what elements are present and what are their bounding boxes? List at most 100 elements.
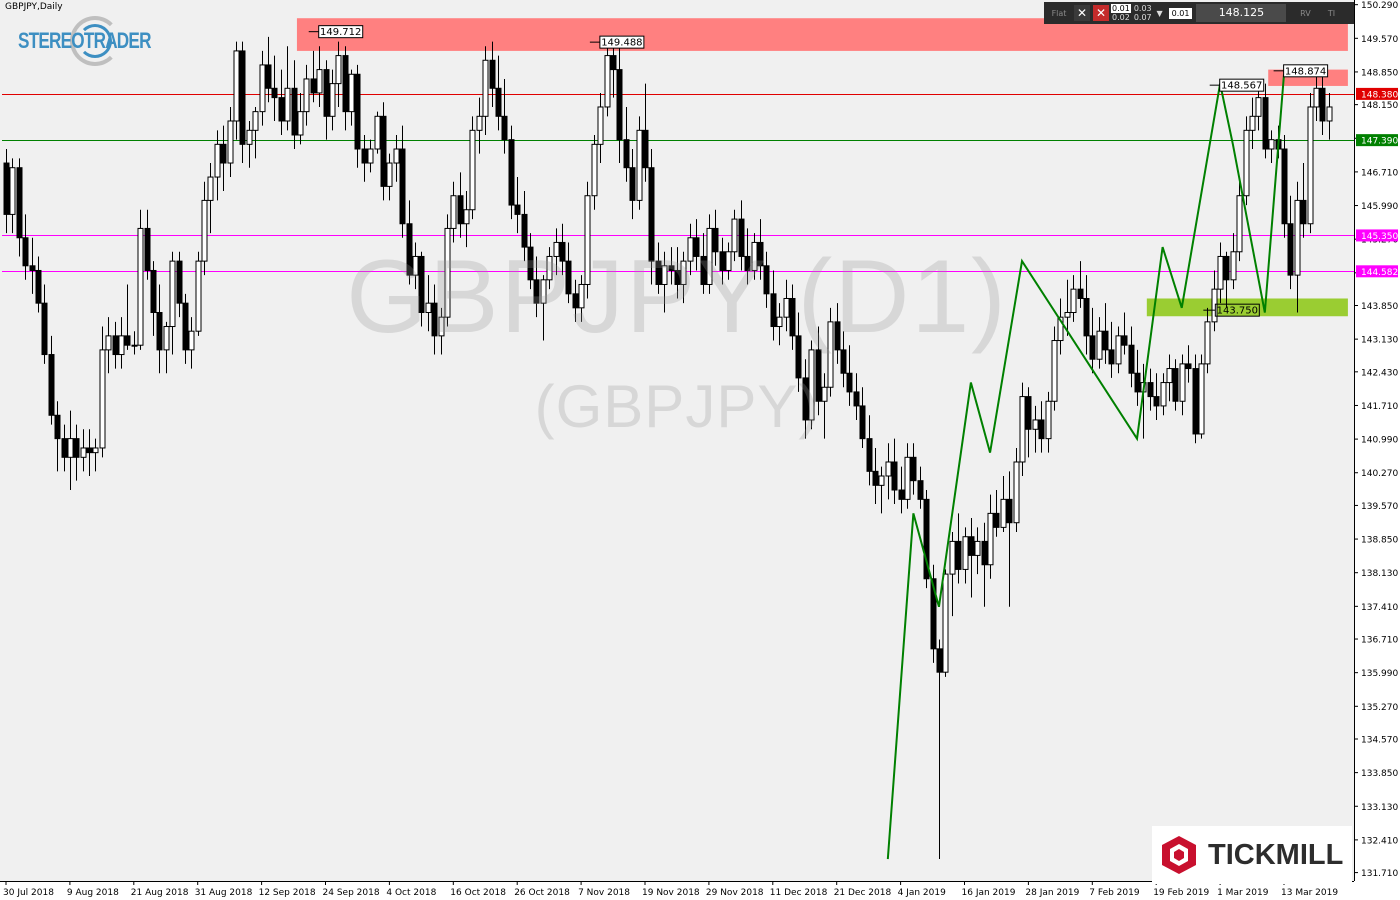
x-tick-label-19: 1 Mar 2019	[1217, 888, 1269, 898]
x-tick-label-7: 16 Oct 2018	[450, 888, 506, 898]
x-tick-label-17: 7 Feb 2019	[1089, 888, 1140, 898]
annotation-label-2: 148.567	[1221, 81, 1262, 92]
symbol-title: GBPJPY,Daily	[5, 2, 63, 12]
tickmill-hexagon-icon	[1162, 836, 1196, 874]
x-tick-label-6: 4 Oct 2018	[386, 888, 436, 898]
candle-body-90	[578, 283, 585, 309]
candle-body-30	[195, 260, 202, 332]
watermark-main: GBPJPY (D1)	[346, 239, 1008, 355]
x-tick-label-8: 26 Oct 2018	[514, 888, 570, 898]
candle-body-48	[310, 78, 317, 94]
y-tick-label-15: 139.570	[1361, 502, 1398, 512]
y-tick-label-24: 133.130	[1361, 803, 1398, 813]
candle-body-70	[450, 195, 457, 229]
candle-body-179	[1147, 382, 1154, 398]
x-tick-label-0: 30 Jul 2018	[3, 888, 54, 898]
annotation-label-1: 149.488	[601, 38, 642, 49]
spread-top: 0.03	[1133, 4, 1152, 13]
candle-body-149	[955, 540, 962, 570]
candle-body-111	[712, 227, 719, 253]
y-tick-label-5: 146.710	[1361, 168, 1398, 178]
chevron-down-icon[interactable]: ▼	[1156, 8, 1163, 18]
candle-body-40	[259, 64, 266, 113]
candle-body-93	[597, 106, 604, 145]
candle-body-75	[482, 59, 489, 117]
level-tag-label-1: 147.390	[1361, 137, 1398, 147]
x-tick-label-5: 24 Sep 2018	[323, 888, 380, 898]
candle-body-152	[974, 540, 981, 556]
current-price-display[interactable]: 148.125	[1196, 4, 1287, 22]
logo-ring-icon	[70, 16, 120, 66]
candle-body-156	[1000, 498, 1007, 528]
candle-body-59	[380, 115, 387, 187]
candle-body-207	[1326, 106, 1333, 122]
zigzag-line	[886, 74, 1285, 860]
flat-button[interactable]: Flat	[1051, 8, 1067, 18]
watermark-sub: (GBPJPY)	[534, 373, 820, 440]
tickmill-logo: TICKMILL	[1152, 826, 1352, 884]
close-all-icon[interactable]: ✕	[1074, 5, 1090, 21]
candle-body-180	[1153, 396, 1160, 407]
candle-body-32	[207, 176, 214, 201]
candle-body-89	[572, 293, 579, 309]
candle-body-126	[808, 349, 815, 421]
candle-body-80	[514, 204, 521, 215]
candle-body-5	[35, 269, 42, 304]
candle-body-36	[233, 50, 240, 122]
candle-body-166	[1064, 312, 1071, 318]
candle-body-47	[303, 78, 310, 113]
candle-body-53	[342, 55, 349, 113]
candle-body-82	[527, 246, 534, 281]
candle-body-85	[546, 255, 553, 281]
candle-body-15	[99, 349, 106, 449]
close-position-icon[interactable]: ✕	[1093, 5, 1109, 21]
candle-body-9	[61, 438, 68, 458]
level-tag-0	[1356, 87, 1398, 100]
candle-body-198	[1268, 139, 1275, 150]
candle-body-95	[610, 55, 617, 71]
candle-body-72	[463, 209, 470, 225]
candle-body-6	[41, 302, 48, 356]
candle-body-49	[316, 69, 323, 94]
rv-button[interactable]: RV	[1300, 8, 1311, 18]
candle-body-120	[770, 293, 777, 328]
candle-body-116	[744, 255, 751, 271]
x-tick-label-1: 9 Aug 2018	[67, 888, 119, 898]
candle-body-21	[137, 227, 144, 346]
y-tick-label-10: 143.130	[1361, 336, 1398, 346]
candle-body-190	[1217, 255, 1224, 290]
y-tick-label-14: 140.270	[1361, 469, 1398, 479]
y-tick-label-1: 149.570	[1361, 35, 1398, 45]
ti-button[interactable]: TI	[1327, 8, 1336, 18]
candle-body-38	[246, 129, 253, 145]
candle-body-23	[150, 269, 157, 314]
candle-body-143	[917, 480, 924, 500]
candle-body-137	[878, 475, 885, 486]
candle-body-78	[501, 115, 508, 141]
annotation-box-3	[1283, 64, 1329, 78]
y-tick-label-16: 138.850	[1361, 536, 1398, 546]
annotation-label-4: 143.750	[1217, 306, 1258, 317]
candle-body-163	[1045, 400, 1052, 440]
candle-body-28	[182, 302, 189, 351]
candle-body-119	[763, 265, 770, 295]
logo-text-stereo: STEREO	[18, 28, 85, 53]
candle-body-191	[1223, 255, 1230, 281]
candle-body-159	[1019, 396, 1026, 463]
trade-toolbar: Flat ✕ ✕ 0.01 0.02 0.03 0.07 ▼ 0.01 148.…	[1044, 2, 1354, 24]
candle-body-29	[188, 330, 195, 351]
logo-text: STEREOTRADER	[18, 28, 151, 54]
candle-body-31	[201, 199, 208, 262]
candle-body-54	[348, 73, 355, 113]
candle-body-50	[323, 69, 330, 117]
y-tick-label-20: 135.990	[1361, 669, 1398, 679]
candle-body-195	[1249, 115, 1256, 131]
candle-body-122	[783, 297, 790, 318]
lot-step-input[interactable]: 0.01	[1168, 7, 1193, 19]
candle-body-110	[706, 227, 713, 285]
candle-body-186	[1192, 368, 1199, 435]
x-tick-label-14: 4 Jan 2019	[898, 888, 946, 898]
candle-body-128	[821, 386, 828, 402]
candle-body-42	[271, 87, 278, 99]
